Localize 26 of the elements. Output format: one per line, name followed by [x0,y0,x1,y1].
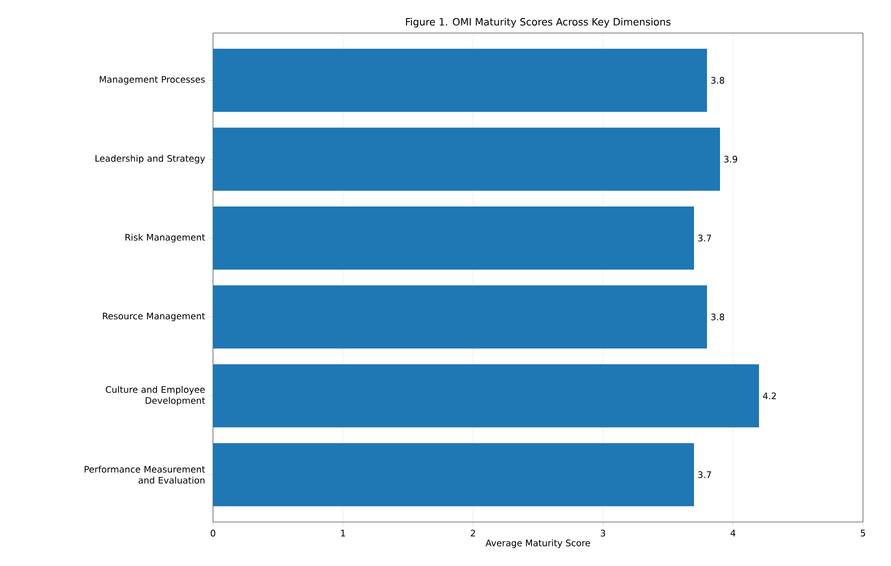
chart-title: Figure 1. OMI Maturity Scores Across Key Dimensions [406,18,670,28]
x-tick-label: 5 [860,530,866,536]
x-tick-label: 1 [341,530,346,536]
bar [213,128,720,191]
data-label: 3.8 [711,314,724,320]
bar [213,443,694,506]
bar [213,364,760,428]
x-axis-title: Average Maturity Score [486,539,590,548]
y-tick-label: Resource Management [102,312,206,322]
x-tick-label: 3 [600,530,606,537]
x-tick-label: 0 [210,530,216,537]
x-tick-label: 4 [730,530,736,536]
y-tick-label: Risk Management [125,234,206,242]
data-label: 3.8 [711,76,724,84]
data-label: 3.7 [698,471,712,478]
bar [213,206,694,270]
y-tick-label: Performance Measurement and Evaluation [84,466,206,484]
y-tick-label: Culture and Employee Development [106,386,206,406]
data-label: 4.2 [762,392,776,400]
bar [213,285,708,348]
data-label: 3.9 [724,156,738,163]
y-tick-label: Leadership and Strategy [96,154,205,164]
y-tick-label: Management Processes [100,76,205,85]
bar [213,48,708,112]
x-tick-label: 2 [470,530,475,536]
data-label: 3.7 [698,234,712,242]
